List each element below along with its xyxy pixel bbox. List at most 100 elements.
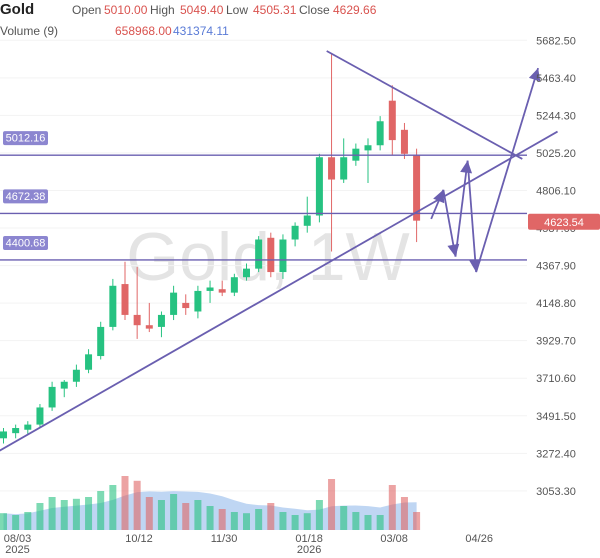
- candle-body: [85, 354, 93, 370]
- volume-bar: [388, 485, 396, 530]
- volume-bar: [218, 509, 226, 530]
- volume-bar: [230, 512, 238, 530]
- candle-body: [340, 157, 348, 180]
- volume-bar: [109, 485, 117, 530]
- volume-value: 658968.00: [115, 24, 172, 38]
- y-tick-label: 4367.90: [536, 261, 576, 273]
- candle-body: [109, 285, 117, 327]
- candle-body: [267, 237, 275, 273]
- level-tag: [3, 189, 48, 204]
- volume-bar: [72, 498, 80, 530]
- candle-body: [255, 239, 263, 269]
- open-value: 5010.00: [104, 3, 148, 17]
- y-tick-label: 5463.40: [536, 73, 576, 85]
- volume-bar: [36, 503, 44, 530]
- candle-body: [388, 100, 396, 141]
- volume-bar: [182, 503, 190, 530]
- volume-bar: [340, 506, 348, 530]
- x-tick-label: 03/08: [380, 533, 408, 545]
- x-tick-label: 08/03: [4, 533, 32, 545]
- candle-body: [0, 431, 7, 439]
- last-price-label: 4623.54: [544, 217, 584, 229]
- volume-bar: [328, 479, 336, 530]
- candle-body: [60, 381, 68, 389]
- level-tag-label: 4672.38: [6, 191, 46, 203]
- candle-body: [303, 215, 311, 226]
- projection-arrow: [454, 160, 469, 257]
- volume-bar: [376, 515, 384, 530]
- volume-bar: [291, 515, 299, 530]
- low-label: Low: [226, 3, 249, 17]
- volume-bar: [145, 497, 153, 530]
- candle-body: [364, 145, 372, 151]
- volume-bar: [194, 500, 202, 530]
- y-tick-label: 4806.10: [536, 185, 576, 197]
- close-label: Close: [299, 3, 330, 17]
- candle-body: [145, 325, 153, 329]
- candle-body: [328, 157, 336, 180]
- volume-bar: [12, 515, 20, 530]
- candle-body: [206, 287, 214, 291]
- x-tick-label: 10/12: [125, 533, 153, 545]
- high-label: High: [150, 3, 175, 17]
- projection-arrow: [475, 67, 539, 273]
- candle-body: [194, 290, 202, 312]
- volume-bar: [303, 513, 311, 530]
- volume-bar: [315, 500, 323, 530]
- candle-body: [12, 428, 20, 434]
- high-value: 5049.40: [180, 3, 224, 17]
- volume-bar: [255, 509, 263, 530]
- candle-body: [133, 314, 141, 326]
- symbol-title: Gold: [0, 1, 35, 18]
- y-tick-label: 3929.70: [536, 336, 576, 348]
- volume-bar: [157, 500, 165, 530]
- arrow-head: [433, 189, 445, 204]
- volume-bar: [400, 497, 408, 530]
- volume-bar: [243, 513, 250, 530]
- x-tick-label: 11/30: [211, 533, 238, 545]
- volume-bar: [279, 512, 287, 530]
- volume-label: Volume (9): [0, 24, 59, 38]
- level-tag-label: 4400.68: [6, 237, 46, 249]
- volume-bar: [85, 497, 93, 530]
- candle-body: [218, 289, 226, 293]
- candle-body: [279, 239, 287, 273]
- x-tick-year: 2026: [297, 544, 321, 556]
- low-value: 4505.31: [253, 3, 297, 17]
- volume-bar: [267, 503, 275, 530]
- candle-body: [48, 386, 56, 408]
- candle-body: [400, 129, 408, 154]
- x-tick-label: 01/18: [295, 533, 323, 545]
- y-axis: 5682.505463.405244.305025.204806.104587.…: [528, 35, 600, 498]
- arrow-head: [528, 68, 541, 82]
- volume-bar: [413, 512, 421, 530]
- candle-body: [291, 225, 299, 240]
- trendline: [0, 130, 558, 452]
- horizontal-levels: 5012.16 4672.38 4400.68: [0, 131, 527, 261]
- volume-bar: [24, 512, 32, 530]
- level-tag: [3, 235, 48, 250]
- y-tick-label: 5025.20: [536, 148, 576, 160]
- trendline: [326, 50, 523, 160]
- candle-body: [413, 155, 421, 221]
- last-price-tag: [528, 213, 600, 230]
- candle-body: [230, 277, 238, 293]
- grid: [0, 39, 527, 492]
- candle-body: [24, 424, 32, 430]
- volume-ma-value: 431374.11: [173, 24, 229, 38]
- volume-bar: [97, 491, 105, 530]
- candle-body: [170, 292, 178, 315]
- volume-bar: [352, 512, 360, 530]
- y-tick-label: 5244.30: [536, 110, 576, 122]
- candle-body: [121, 284, 129, 315]
- open-label: Open: [72, 3, 102, 17]
- x-tick-year: 2025: [5, 544, 29, 556]
- candle-body: [36, 407, 44, 425]
- candle-body: [243, 268, 250, 278]
- volume-bar: [48, 497, 56, 530]
- close-value: 4629.66: [333, 3, 377, 17]
- volume-bar: [206, 506, 214, 530]
- volume-bar: [121, 476, 129, 530]
- projection-arrow: [466, 160, 478, 273]
